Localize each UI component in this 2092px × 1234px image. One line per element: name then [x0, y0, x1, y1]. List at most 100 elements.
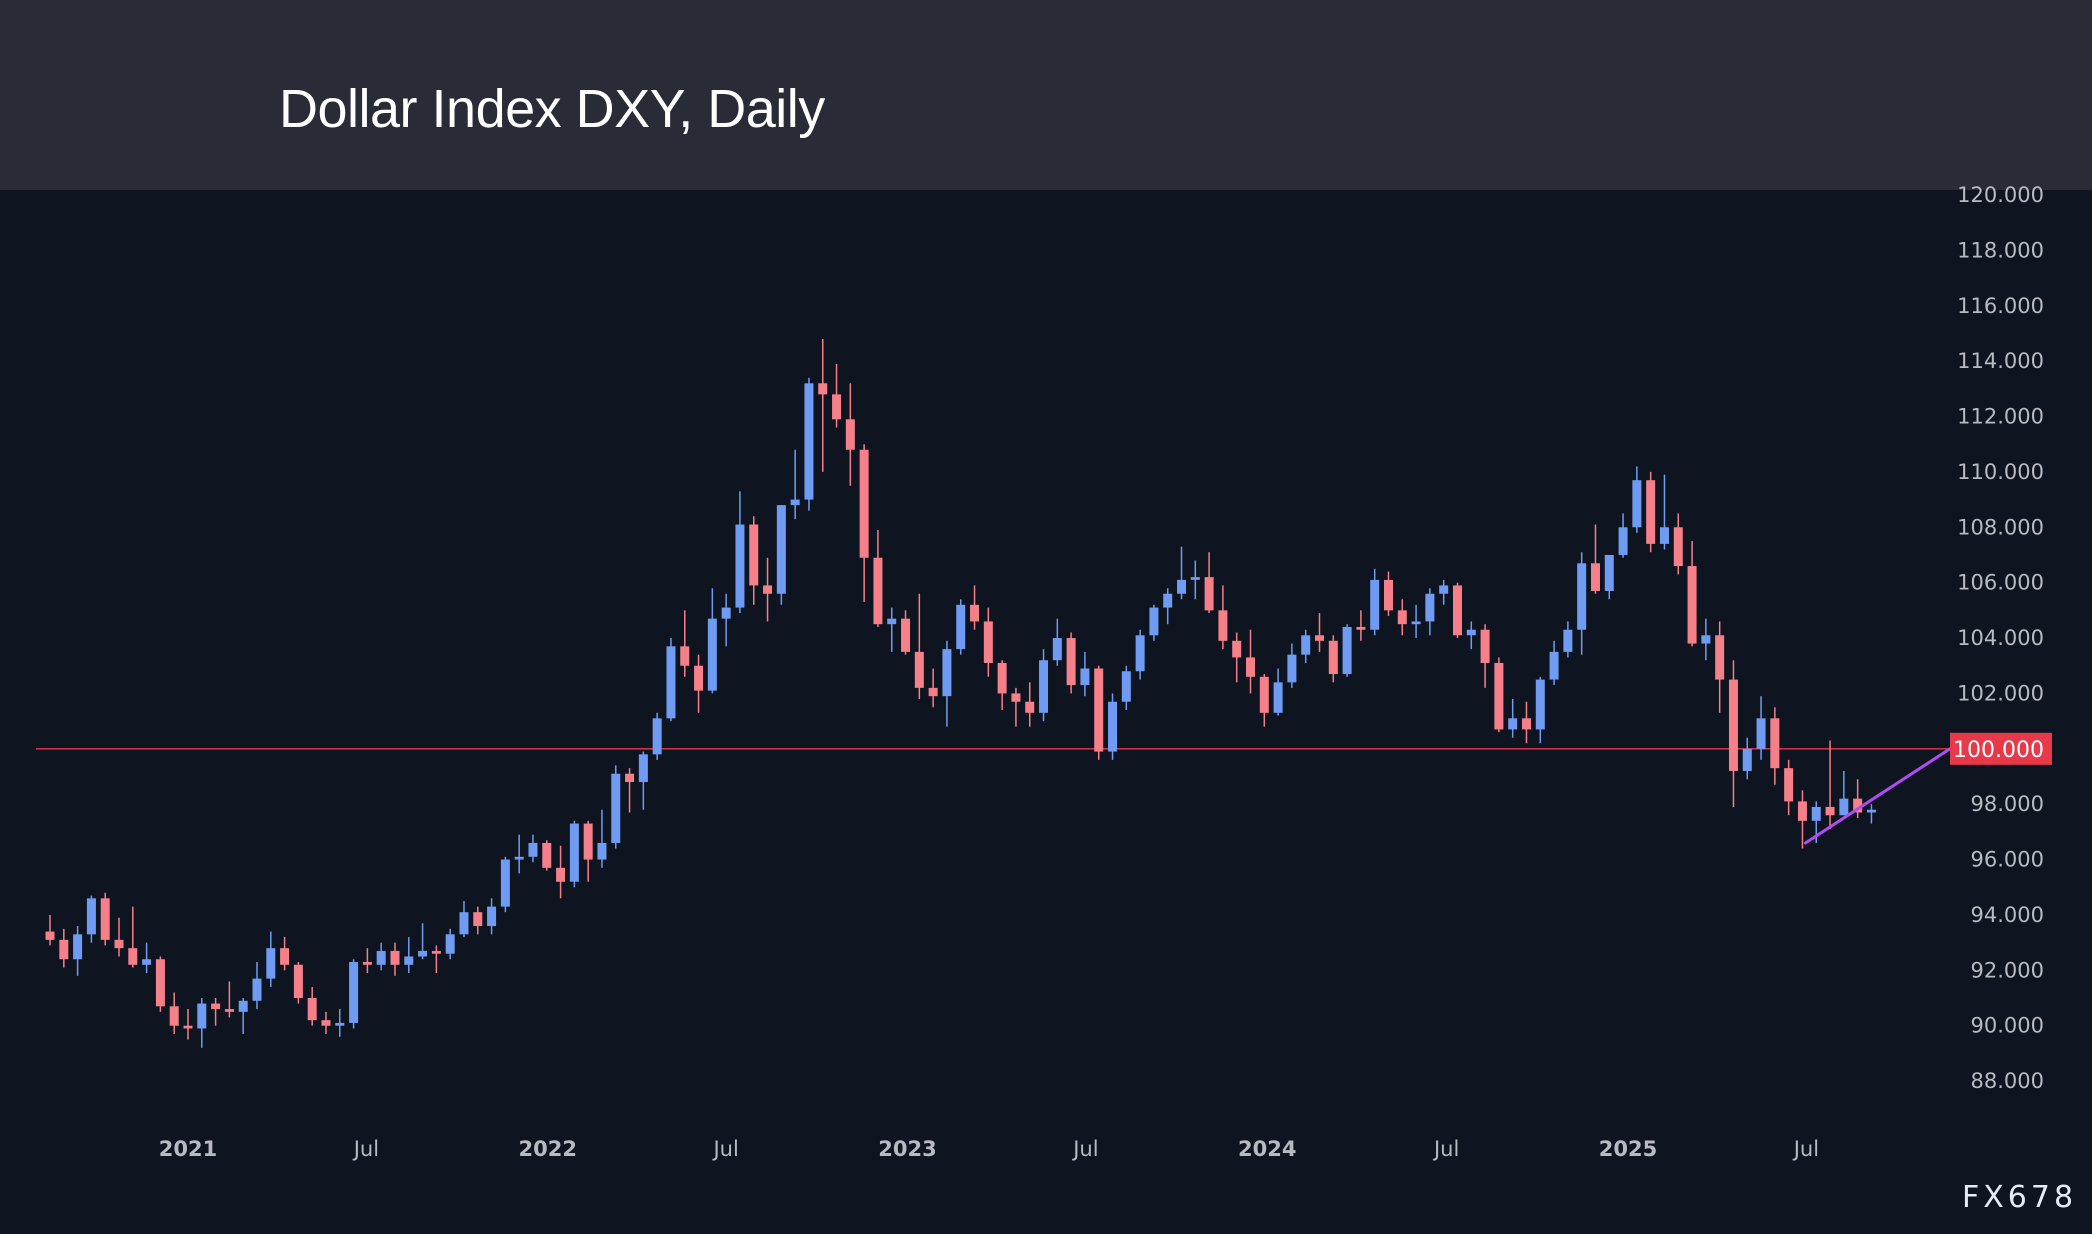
candle-body [1701, 635, 1711, 644]
candle [556, 845, 566, 899]
candle-body [128, 948, 138, 965]
candle-body [1177, 579, 1187, 594]
candle [459, 901, 469, 938]
chart-title: Dollar Index DXY, Daily [279, 79, 825, 139]
candle-body [1370, 579, 1380, 630]
candle [1687, 541, 1697, 647]
candle-body [86, 898, 96, 935]
candle-body [183, 1025, 193, 1029]
candle [376, 942, 386, 971]
candle [1508, 698, 1518, 738]
candle [1135, 629, 1145, 680]
candle [1204, 552, 1214, 614]
y-tick-label: 88.000 [1971, 1069, 2044, 1093]
y-tick-label: 94.000 [1971, 903, 2044, 927]
candle-body [293, 964, 303, 999]
candle [983, 607, 993, 677]
x-tick-label: Jul [352, 1137, 379, 1161]
candle [1439, 579, 1449, 605]
candle [1383, 571, 1393, 616]
y-tick-label: 114.000 [1957, 349, 2044, 373]
candle [487, 898, 497, 935]
candle-body [1121, 671, 1131, 702]
candle [1273, 668, 1283, 716]
candle [569, 820, 579, 888]
candle-body [845, 419, 855, 450]
candle [155, 956, 165, 1012]
candle [1342, 624, 1352, 677]
candle-body [1397, 610, 1407, 625]
candle [1080, 651, 1090, 697]
candle-body [1425, 593, 1435, 622]
chart-header: Dollar Index DXY, Daily [0, 0, 2092, 190]
candle-body [1480, 629, 1490, 663]
candle [1632, 466, 1642, 533]
candle-body [349, 962, 359, 1023]
candle [1563, 621, 1573, 658]
candle-body [1218, 610, 1228, 641]
x-axis: 2021 Jul 2022 Jul 2023 Jul 2024 Jul 2025 Jul [159, 1137, 1819, 1161]
candle-body [114, 939, 124, 949]
candle-body [1563, 629, 1573, 652]
x-tick-label: Jul [1432, 1137, 1459, 1161]
candle [307, 986, 317, 1026]
candle-body [859, 449, 869, 558]
candle [349, 959, 359, 1029]
candle [1756, 696, 1766, 760]
candle-body [1108, 701, 1118, 752]
trendline[interactable] [1803, 747, 1952, 845]
candle-body [418, 950, 428, 957]
candle [1452, 582, 1462, 639]
candle-body [1149, 607, 1159, 636]
candle-body [680, 646, 690, 666]
candle-body [266, 948, 276, 979]
candle [73, 926, 83, 976]
candle-body [487, 906, 497, 927]
candle [238, 998, 248, 1035]
candle-body [307, 998, 317, 1021]
candle-body [956, 604, 966, 650]
candle [1728, 660, 1738, 807]
candle-body [1673, 527, 1683, 567]
candle-body [1784, 768, 1794, 802]
candle-body [500, 859, 510, 907]
candle [997, 660, 1007, 711]
candle-body [1314, 635, 1324, 641]
candle [901, 610, 911, 655]
candle [873, 530, 883, 627]
candle [583, 820, 593, 882]
candle [128, 906, 138, 968]
candle [514, 834, 524, 874]
candle-body [611, 773, 621, 843]
y-tick-label: 96.000 [1971, 848, 2044, 872]
candle-body [1549, 651, 1559, 680]
candle-body [873, 557, 883, 625]
candle-body [238, 1000, 248, 1012]
candle [183, 1009, 193, 1040]
candle-body [652, 718, 662, 755]
candle-body [556, 867, 566, 882]
candle-body [666, 646, 676, 719]
candle [473, 906, 483, 935]
candle-body [1825, 806, 1835, 816]
candle-body [983, 621, 993, 663]
candle-body [1687, 566, 1697, 644]
candle [928, 668, 938, 708]
candle-body [1066, 638, 1076, 686]
candle-body [1466, 629, 1476, 636]
candle-body [569, 823, 579, 882]
candle [1770, 707, 1780, 785]
candle-body [1011, 693, 1021, 702]
y-tick-label: 98.000 [1971, 792, 2044, 816]
candle [1232, 632, 1242, 683]
candle-body [1646, 480, 1656, 544]
candle [1052, 618, 1062, 666]
candle-body [280, 948, 290, 965]
candle [707, 588, 717, 694]
candle-body [1246, 657, 1256, 677]
candle [224, 981, 234, 1018]
candle [1121, 665, 1131, 711]
candle-body [1383, 579, 1393, 611]
candle [1618, 513, 1628, 558]
